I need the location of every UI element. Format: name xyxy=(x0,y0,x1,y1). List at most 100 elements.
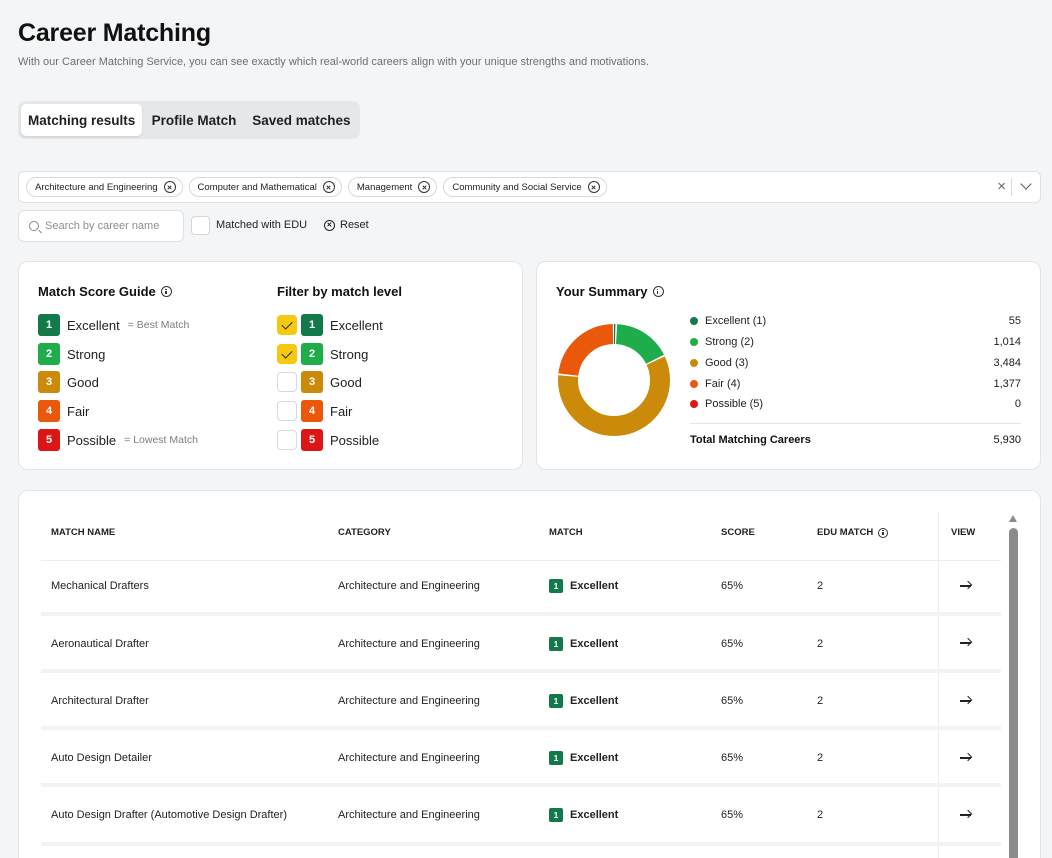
tab-bar: Matching results Profile Match Saved mat… xyxy=(18,101,360,139)
view-arrow-icon[interactable] xyxy=(959,753,973,763)
level-label: Strong xyxy=(67,346,106,362)
cell-match: 1 Excellent xyxy=(549,694,618,708)
search-icon xyxy=(29,221,39,231)
col-header-score[interactable]: SCORE xyxy=(721,527,755,538)
cell-score: 65% xyxy=(721,809,744,821)
col-header-match[interactable]: MATCH xyxy=(549,527,583,538)
legend-dot xyxy=(690,359,698,367)
filter-level-title-text: Filter by match level xyxy=(277,284,402,299)
level-badge: 4 xyxy=(301,400,323,422)
row-divider xyxy=(41,612,1001,616)
cell-edu: 2 xyxy=(817,695,824,707)
filter-level-3[interactable]: 3 Good xyxy=(277,371,362,393)
view-arrow-icon[interactable] xyxy=(959,638,973,648)
chip-remove-icon[interactable] xyxy=(163,181,176,193)
tab-saved-matches[interactable]: Saved matches xyxy=(252,112,351,128)
cell-category: Architecture and Engineering xyxy=(338,809,480,821)
cell-name: Auto Design Drafter (Automotive Design D… xyxy=(51,809,287,821)
chip-remove-icon[interactable] xyxy=(418,181,431,193)
level-badge: 1 xyxy=(38,314,60,336)
cell-match: 1 Excellent xyxy=(549,751,618,765)
page-subtitle: With our Career Matching Service, you ca… xyxy=(18,56,649,68)
summary-row-possible: Possible (5) 0 xyxy=(690,396,1021,412)
filter-level-4[interactable]: 4 Fair xyxy=(277,400,352,422)
match-label: Excellent xyxy=(570,580,619,592)
filter-checkbox[interactable] xyxy=(277,430,297,450)
cell-edu: 2 xyxy=(817,752,824,764)
view-arrow-icon[interactable] xyxy=(959,696,973,706)
chevron-down-icon[interactable] xyxy=(1020,178,1032,190)
level-badge: 5 xyxy=(301,429,323,451)
cell-name: Auto Design Detailer xyxy=(51,752,152,764)
view-arrow-icon[interactable] xyxy=(959,810,973,820)
results-table-card xyxy=(18,490,1041,858)
level-label: Excellent xyxy=(330,317,383,333)
filter-checkbox[interactable] xyxy=(277,344,297,364)
view-arrow-icon[interactable] xyxy=(959,581,973,591)
donut-slice-good xyxy=(558,324,670,436)
guide-level-4: 4 Fair xyxy=(38,400,89,422)
filter-checkbox[interactable] xyxy=(277,315,297,335)
cell-match: 1 Excellent xyxy=(549,808,618,822)
col-header-name[interactable]: MATCH NAME xyxy=(51,527,116,538)
legend-label: Possible (5) xyxy=(705,398,764,410)
tab-profile-match[interactable]: Profile Match xyxy=(151,112,237,128)
summary-title: Your Summary xyxy=(556,284,664,299)
scroll-up-icon[interactable] xyxy=(1009,515,1017,522)
total-value: 5,930 xyxy=(993,434,1021,446)
match-label: Excellent xyxy=(570,638,619,650)
legend-label: Excellent (1) xyxy=(705,315,767,327)
search-input[interactable] xyxy=(45,220,175,232)
cell-score: 65% xyxy=(721,752,744,764)
chip-remove-icon[interactable] xyxy=(587,181,600,193)
col-header-edu[interactable]: EDU MATCH xyxy=(817,527,889,538)
cell-edu: 2 xyxy=(817,580,824,592)
filter-checkbox[interactable] xyxy=(277,372,297,392)
cell-name: Architectural Drafter xyxy=(51,695,149,707)
reset-button[interactable]: Reset xyxy=(324,219,369,231)
legend-label: Good (3) xyxy=(705,357,749,369)
filter-level-1[interactable]: 1 Excellent xyxy=(277,314,383,336)
dropdown-separator xyxy=(1011,178,1012,196)
chip-remove-icon[interactable] xyxy=(322,181,335,193)
legend-value: 1,377 xyxy=(993,378,1021,390)
clear-all-icon[interactable]: × xyxy=(997,178,1006,195)
scrollbar-thumb[interactable] xyxy=(1009,528,1018,858)
cell-match: 1 Excellent xyxy=(549,579,618,593)
info-icon[interactable] xyxy=(878,527,889,538)
level-label: Possible xyxy=(330,432,380,448)
level-badge: 3 xyxy=(38,371,60,393)
level-badge: 1 xyxy=(301,314,323,336)
category-multiselect[interactable]: Architecture and Engineering Computer an… xyxy=(18,171,1041,203)
summary-donut-chart xyxy=(558,324,670,436)
filter-level-5[interactable]: 5 Possible xyxy=(277,429,379,451)
summary-total-row: Total Matching Careers 5,930 xyxy=(690,434,1021,446)
legend-value: 55 xyxy=(1008,315,1021,327)
level-badge: 1 xyxy=(549,579,563,593)
level-badge: 1 xyxy=(549,751,563,765)
filter-level-2[interactable]: 2 Strong xyxy=(277,343,368,365)
search-box xyxy=(18,210,184,242)
chip-label: Management xyxy=(356,181,413,193)
summary-row-strong: Strong (2) 1,014 xyxy=(690,334,1021,350)
legend-dot xyxy=(690,400,698,408)
level-badge: 5 xyxy=(38,429,60,451)
cell-score: 65% xyxy=(721,695,744,707)
cell-score: 65% xyxy=(721,638,744,650)
info-icon[interactable] xyxy=(652,286,664,297)
col-header-category[interactable]: CATEGORY xyxy=(338,527,391,538)
summary-row-excellent: Excellent (1) 55 xyxy=(690,313,1021,329)
tab-matching-results[interactable]: Matching results xyxy=(21,104,143,136)
legend-value: 3,484 xyxy=(993,357,1021,369)
matched-edu-checkbox[interactable] xyxy=(191,216,210,235)
level-badge: 3 xyxy=(301,371,323,393)
summary-row-good: Good (3) 3,484 xyxy=(690,355,1021,371)
row-divider xyxy=(41,726,1001,730)
guide-level-3: 3 Good xyxy=(38,371,99,393)
info-icon[interactable] xyxy=(160,286,172,297)
chip-management: Management xyxy=(347,177,438,197)
legend-label: Fair (4) xyxy=(705,378,741,390)
level-label: Fair xyxy=(67,403,90,419)
row-divider xyxy=(41,842,1001,846)
filter-checkbox[interactable] xyxy=(277,401,297,421)
